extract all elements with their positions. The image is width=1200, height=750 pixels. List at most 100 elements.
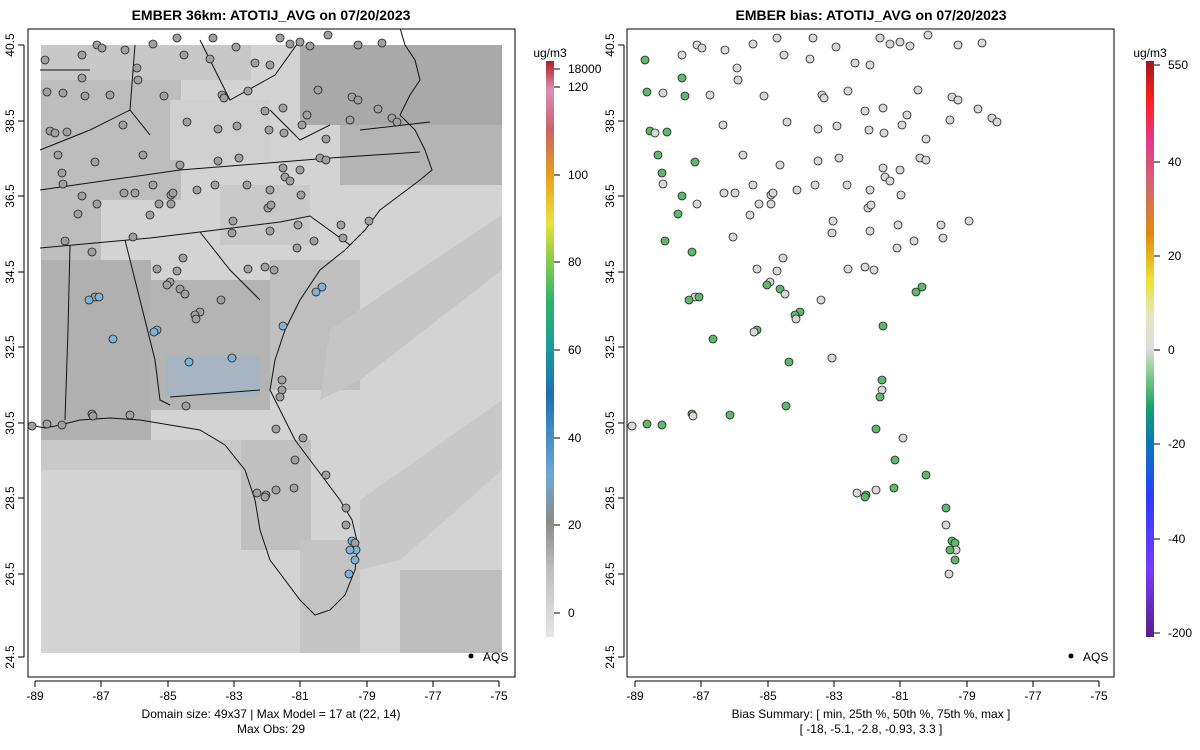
right-colorbar-scale — [1146, 61, 1154, 637]
y-tick-label: 26.5 — [603, 562, 617, 586]
aqs-site-marker — [266, 200, 276, 210]
aqs-site-marker — [168, 188, 178, 198]
model-cell — [300, 540, 360, 653]
bias-site-marker — [677, 191, 687, 201]
y-tick-label: 28.5 — [3, 486, 17, 510]
bias-site-marker — [834, 153, 844, 163]
bias-site-marker — [885, 176, 895, 186]
aqs-site-marker — [77, 191, 87, 201]
y-tick-label: 34.5 — [603, 260, 617, 284]
aqs-site-marker — [296, 190, 306, 200]
x-tick-label: -75 — [490, 689, 508, 703]
aqs-site-marker — [191, 314, 201, 324]
bias-site-marker — [842, 180, 852, 190]
left-footer-domain: Domain size: 49x37 | Max Model = 17 at (… — [142, 707, 401, 721]
bias-site-marker — [754, 199, 764, 209]
aqs-site-marker — [279, 128, 289, 138]
aqs-site-marker — [58, 88, 68, 98]
state-border — [269, 109, 331, 141]
left-plot-frame — [27, 28, 516, 678]
bias-site-marker — [902, 110, 912, 120]
state-border — [64, 244, 71, 421]
aqs-site-marker — [125, 410, 135, 420]
bias-site-marker — [921, 470, 931, 480]
bias-site-marker — [936, 220, 946, 230]
state-border — [199, 39, 301, 101]
aqs-site-marker — [269, 265, 279, 275]
bias-site-marker — [805, 54, 815, 64]
aqs-site-marker — [353, 40, 363, 50]
bias-site-marker — [913, 85, 923, 95]
aqs-legend-marker — [1068, 653, 1074, 659]
model-cell — [320, 215, 502, 400]
aqs-site-marker — [216, 295, 226, 305]
bias-site-marker — [977, 38, 987, 48]
x-tick-label: -81 — [891, 689, 909, 703]
left-map-boundaries — [28, 29, 433, 616]
bias-site-marker — [748, 180, 758, 190]
bias-site-marker — [869, 265, 879, 275]
bias-site-marker — [640, 55, 650, 65]
bias-site-marker — [816, 295, 826, 305]
bias-site-marker — [911, 287, 921, 297]
state-border — [729, 45, 749, 135]
right-map-boundaries — [628, 28, 1031, 615]
bias-site-marker — [964, 216, 974, 226]
aqs-site-marker — [172, 266, 182, 276]
aqs-site-marker — [232, 121, 242, 131]
state-border — [39, 109, 131, 151]
aqs-site-marker — [128, 232, 138, 242]
bias-site-marker — [680, 91, 690, 101]
aqs-site-marker — [154, 199, 164, 209]
bias-site-marker — [779, 50, 789, 60]
aqs-site-marker — [42, 419, 52, 429]
aqs-site-marker — [313, 85, 323, 95]
aqs-site-marker — [260, 262, 270, 272]
bias-site-marker — [921, 155, 931, 165]
aqs-site-marker — [275, 33, 285, 43]
state-border — [39, 221, 281, 249]
aqs-site-marker — [92, 199, 102, 209]
bias-site-marker — [953, 95, 963, 105]
right-colorbar-unit: ug/m3 — [1133, 46, 1167, 60]
bias-site-marker — [627, 421, 637, 431]
bias-site-marker — [865, 226, 875, 236]
aqs-site-marker — [285, 176, 295, 186]
bias-site-marker — [725, 410, 735, 420]
aqs-site-marker — [321, 470, 331, 480]
bias-site-marker — [697, 43, 707, 53]
left-map-panel: -89 -87 -85 -83 -81 -79 -77 -75 40.5 38.5 36.5 34.… — [3, 28, 516, 736]
aqs-site-marker — [345, 115, 355, 125]
bias-site-marker — [708, 334, 718, 344]
bias-site-marker — [720, 45, 730, 55]
bias-site-marker — [772, 266, 782, 276]
colorbar-tick-label: 40 — [1168, 155, 1182, 169]
bias-site-marker — [832, 121, 842, 131]
aqs-site-marker — [275, 392, 285, 402]
state-border — [199, 231, 261, 301]
colorbar-tick-label: -20 — [1168, 437, 1186, 451]
left-footer-maxobs: Max Obs: 29 — [237, 722, 305, 736]
aqs-site-marker — [90, 157, 100, 167]
aqs-site-marker — [227, 228, 237, 238]
aqs-site-marker — [336, 220, 346, 230]
bias-site-marker — [813, 124, 823, 134]
aqs-site-marker — [293, 220, 303, 230]
bias-site-marker — [782, 117, 792, 127]
aqs-site-marker — [181, 401, 191, 411]
x-tick-label: -89 — [26, 689, 44, 703]
colorbar-tick-label: -200 — [1168, 626, 1192, 640]
right-colorbar: ug/m3 550 40 20 0 -20 -40 -200 — [1133, 46, 1192, 640]
y-tick-label: 26.5 — [3, 562, 17, 586]
aqs-site-marker — [130, 188, 140, 198]
bias-site-marker — [688, 411, 698, 421]
aqs-site-marker — [180, 289, 190, 299]
x-tick-label: -83 — [225, 689, 243, 703]
bias-site-marker — [879, 128, 889, 138]
bias-site-marker — [843, 264, 853, 274]
aqs-site-marker — [278, 321, 288, 331]
right-plot-frame — [626, 28, 1115, 678]
right-aqs-sites — [627, 30, 1002, 579]
aqs-site-marker — [57, 168, 67, 178]
